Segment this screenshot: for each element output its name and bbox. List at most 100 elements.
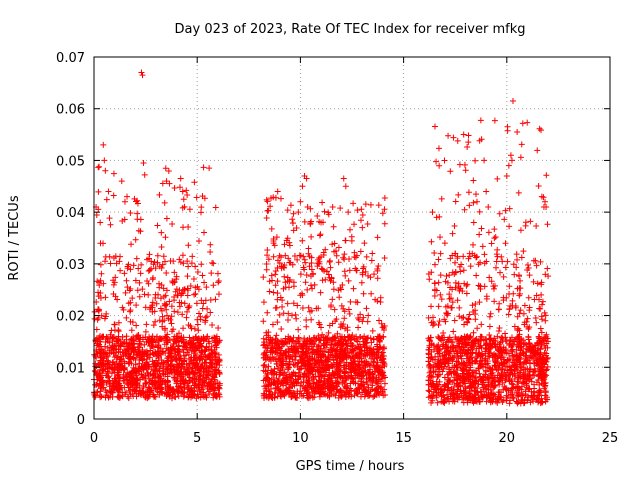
data-point [213,333,220,340]
data-point [265,256,272,263]
data-point [330,223,337,230]
data-point [505,311,512,318]
data-point [377,298,384,305]
data-point [455,191,462,198]
data-point [285,255,292,262]
data-point [381,255,388,262]
data-point [97,338,104,345]
data-point [196,347,203,354]
data-point [425,387,432,394]
data-point [199,386,206,393]
data-point [486,313,493,320]
data-point [520,310,527,317]
data-point [115,328,122,335]
data-point [163,178,170,185]
data-point [97,374,104,381]
data-point [264,198,271,205]
data-point [537,325,544,332]
y-tick-label: 0.07 [56,51,85,66]
data-point [264,371,271,378]
data-point [186,363,193,370]
data-point [156,391,163,398]
data-point [368,257,375,264]
data-point [431,123,438,130]
data-point [308,233,315,240]
data-point [115,369,122,376]
data-point [153,300,160,307]
data-point [163,287,170,294]
data-point [376,337,383,344]
data-point [178,334,185,341]
data-point [329,363,336,370]
data-point [120,374,127,381]
data-point [126,354,133,361]
data-point [305,395,312,402]
data-point [106,361,113,368]
data-point [163,215,170,222]
data-point [166,369,173,376]
data-point [337,387,344,394]
data-point [95,383,102,390]
data-point [146,343,153,350]
data-point [168,387,175,394]
data-point [286,259,293,266]
data-point [330,356,337,363]
data-point [155,353,162,360]
data-point [308,282,315,289]
data-point [282,279,289,286]
data-point [534,280,541,287]
data-point [126,370,133,377]
data-point [112,349,119,356]
data-point [201,359,208,366]
data-point [282,252,289,259]
data-point [107,221,114,228]
data-point [126,287,133,294]
data-point [103,372,110,379]
data-point [344,373,351,380]
data-point [446,272,453,279]
data-point [179,287,186,294]
data-point [428,238,435,245]
x-tick-label: 5 [193,431,201,446]
data-point [163,312,170,319]
data-point [308,260,315,267]
data-point [447,168,454,175]
data-point [284,207,291,214]
data-point [465,315,472,322]
data-point [492,234,499,241]
data-point [329,362,336,369]
data-point [307,221,314,228]
data-point [142,304,149,311]
data-point [511,271,518,278]
data-point [267,354,274,361]
data-point [451,223,458,230]
data-point [182,352,189,359]
data-point [264,246,271,253]
data-point [502,240,509,247]
data-point [133,255,140,262]
data-point [470,329,477,336]
data-point [104,338,111,345]
data-point [148,265,155,272]
data-point [343,383,350,390]
data-point [450,328,457,335]
data-point [165,361,172,368]
data-point [368,350,375,357]
data-point [498,334,505,341]
data-point [127,307,134,314]
data-point [141,171,148,178]
data-point [502,330,509,337]
data-point [195,376,202,383]
data-point [344,342,351,349]
data-point [352,254,359,261]
data-point [150,343,157,350]
data-point [358,279,365,286]
data-point [352,298,359,305]
data-point [101,157,108,164]
data-point [290,283,297,290]
data-point [154,222,161,229]
data-point [168,303,175,310]
data-point [111,279,118,286]
data-point [334,330,341,337]
data-point [171,185,178,192]
